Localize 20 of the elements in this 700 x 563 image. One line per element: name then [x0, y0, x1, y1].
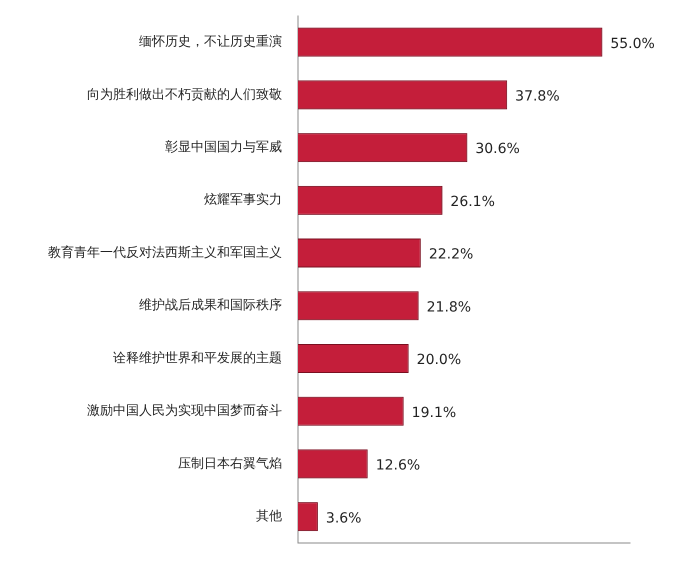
data-label: 30.6%	[475, 141, 520, 158]
data-label: 22.2%	[428, 246, 474, 263]
data-label: 19.1%	[412, 404, 456, 421]
y-tick-label: 彰显中国国力与军威	[165, 140, 282, 155]
y-tick-label: 炫耀军事实力	[204, 192, 282, 208]
y-tick-label: 激励中国人民为实现中国梦而奋斗	[87, 404, 282, 419]
y-tick-label: 维护战后成果和国际秩序	[139, 297, 282, 314]
data-label: 21.8%	[426, 299, 472, 316]
y-tick-label: 缅怀历史，不让历史重演	[139, 34, 282, 50]
data-label: 3.6%	[326, 510, 362, 526]
y-tick-label: 向为胜利做出不朽贡献的人们致敬	[87, 87, 282, 102]
data-label: 26.1%	[450, 194, 495, 210]
data-label: 12.6%	[376, 458, 420, 474]
data-label: 37.8%	[515, 88, 560, 105]
y-tick-label: 其他	[256, 509, 282, 524]
y-tick-label: 诠释维护世界和平发展的主题	[113, 350, 282, 366]
data-label: 20.0%	[416, 352, 462, 368]
y-tick-label: 教育青年一代反对法西斯主义和军国主义	[48, 244, 282, 260]
y-tick-label: 压制日本右翼气焰	[178, 456, 282, 472]
data-label: 55.0%	[610, 36, 655, 52]
